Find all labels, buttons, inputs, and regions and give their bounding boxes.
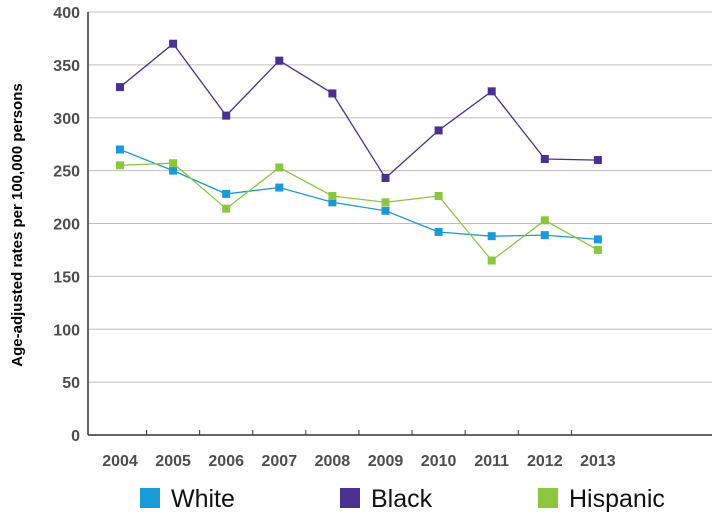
legend-item-white: White bbox=[140, 485, 235, 512]
legend: White Black Hispanic bbox=[140, 485, 665, 512]
data-point-black bbox=[275, 56, 284, 65]
x-tick-label: 2009 bbox=[368, 453, 404, 470]
x-tick-labels: 2004 2005 2006 2007 2008 2009 2010 2011 2012 2013 bbox=[102, 453, 616, 470]
legend-item-black: Black bbox=[340, 485, 433, 512]
data-point-black bbox=[381, 174, 390, 183]
data-point-hispanic bbox=[540, 216, 549, 225]
legend-item-hispanic: Hispanic bbox=[538, 485, 665, 512]
data-point-hispanic bbox=[116, 161, 124, 170]
data-point-hispanic bbox=[381, 198, 390, 207]
series-line-white bbox=[119, 148, 598, 241]
legend-swatch-white bbox=[140, 488, 160, 508]
x-tick-label: 2008 bbox=[315, 453, 351, 470]
data-point-black bbox=[116, 83, 124, 92]
data-point-hispanic bbox=[487, 256, 496, 265]
legend-label-hispanic: Hispanic bbox=[569, 485, 665, 512]
x-tick-label: 2012 bbox=[527, 453, 563, 470]
x-tick-label: 2010 bbox=[421, 453, 457, 470]
x-tick-label: 2004 bbox=[102, 453, 138, 470]
y-tick-label: 100 bbox=[53, 322, 80, 339]
data-point-black bbox=[328, 89, 337, 98]
x-tick-label: 2006 bbox=[208, 453, 244, 470]
data-point-hispanic bbox=[222, 204, 231, 213]
data-point-white bbox=[116, 145, 124, 154]
series-black bbox=[116, 39, 602, 183]
y-tick-label: 0 bbox=[71, 428, 80, 445]
y-tick-label: 50 bbox=[62, 375, 80, 392]
axes bbox=[87, 12, 712, 436]
legend-swatch-black bbox=[340, 488, 360, 508]
data-point-black bbox=[434, 126, 443, 135]
y-tick-label: 400 bbox=[53, 5, 80, 22]
series-white bbox=[116, 145, 602, 244]
data-point-black bbox=[540, 154, 549, 163]
y-tick-label: 200 bbox=[53, 217, 80, 234]
series-group bbox=[116, 39, 602, 265]
y-tick-label: 300 bbox=[53, 111, 80, 128]
data-point-white bbox=[169, 166, 178, 175]
data-point-white bbox=[222, 189, 231, 198]
data-point-black bbox=[222, 111, 231, 120]
data-point-white bbox=[381, 206, 390, 215]
x-tick-label: 2011 bbox=[474, 453, 509, 470]
data-point-white bbox=[434, 227, 443, 236]
data-point-white bbox=[328, 198, 337, 207]
x-tick-label: 2007 bbox=[262, 453, 298, 470]
data-point-hispanic bbox=[593, 245, 602, 254]
data-point-white bbox=[275, 183, 284, 192]
y-tick-label: 150 bbox=[53, 269, 80, 286]
series-line-black bbox=[119, 42, 598, 179]
data-point-hispanic bbox=[328, 192, 337, 201]
data-point-white bbox=[593, 235, 602, 244]
data-point-black bbox=[169, 39, 178, 48]
x-tick-label: 2005 bbox=[155, 453, 191, 470]
data-point-hispanic bbox=[434, 192, 443, 201]
legend-swatch-hispanic bbox=[538, 488, 558, 508]
y-tick-labels: 0 50 100 150 200 250 300 350 400 bbox=[53, 5, 80, 445]
data-point-white bbox=[540, 231, 549, 240]
y-tick-label: 350 bbox=[53, 58, 80, 75]
series-hispanic bbox=[116, 159, 602, 265]
series-line-hispanic bbox=[119, 162, 599, 262]
data-point-hispanic bbox=[169, 159, 178, 168]
legend-label-white: White bbox=[171, 485, 235, 512]
y-tick-label: 250 bbox=[53, 164, 80, 181]
data-point-black bbox=[593, 156, 602, 165]
x-tick-label: 2013 bbox=[580, 453, 616, 470]
grid-lines bbox=[88, 11, 712, 383]
data-point-black bbox=[487, 87, 496, 96]
data-point-hispanic bbox=[275, 163, 284, 172]
legend-label-black: Black bbox=[371, 485, 433, 512]
y-axis-label: Age-adjusted rates per 100,000 persons bbox=[9, 83, 26, 366]
data-point-white bbox=[487, 232, 496, 241]
